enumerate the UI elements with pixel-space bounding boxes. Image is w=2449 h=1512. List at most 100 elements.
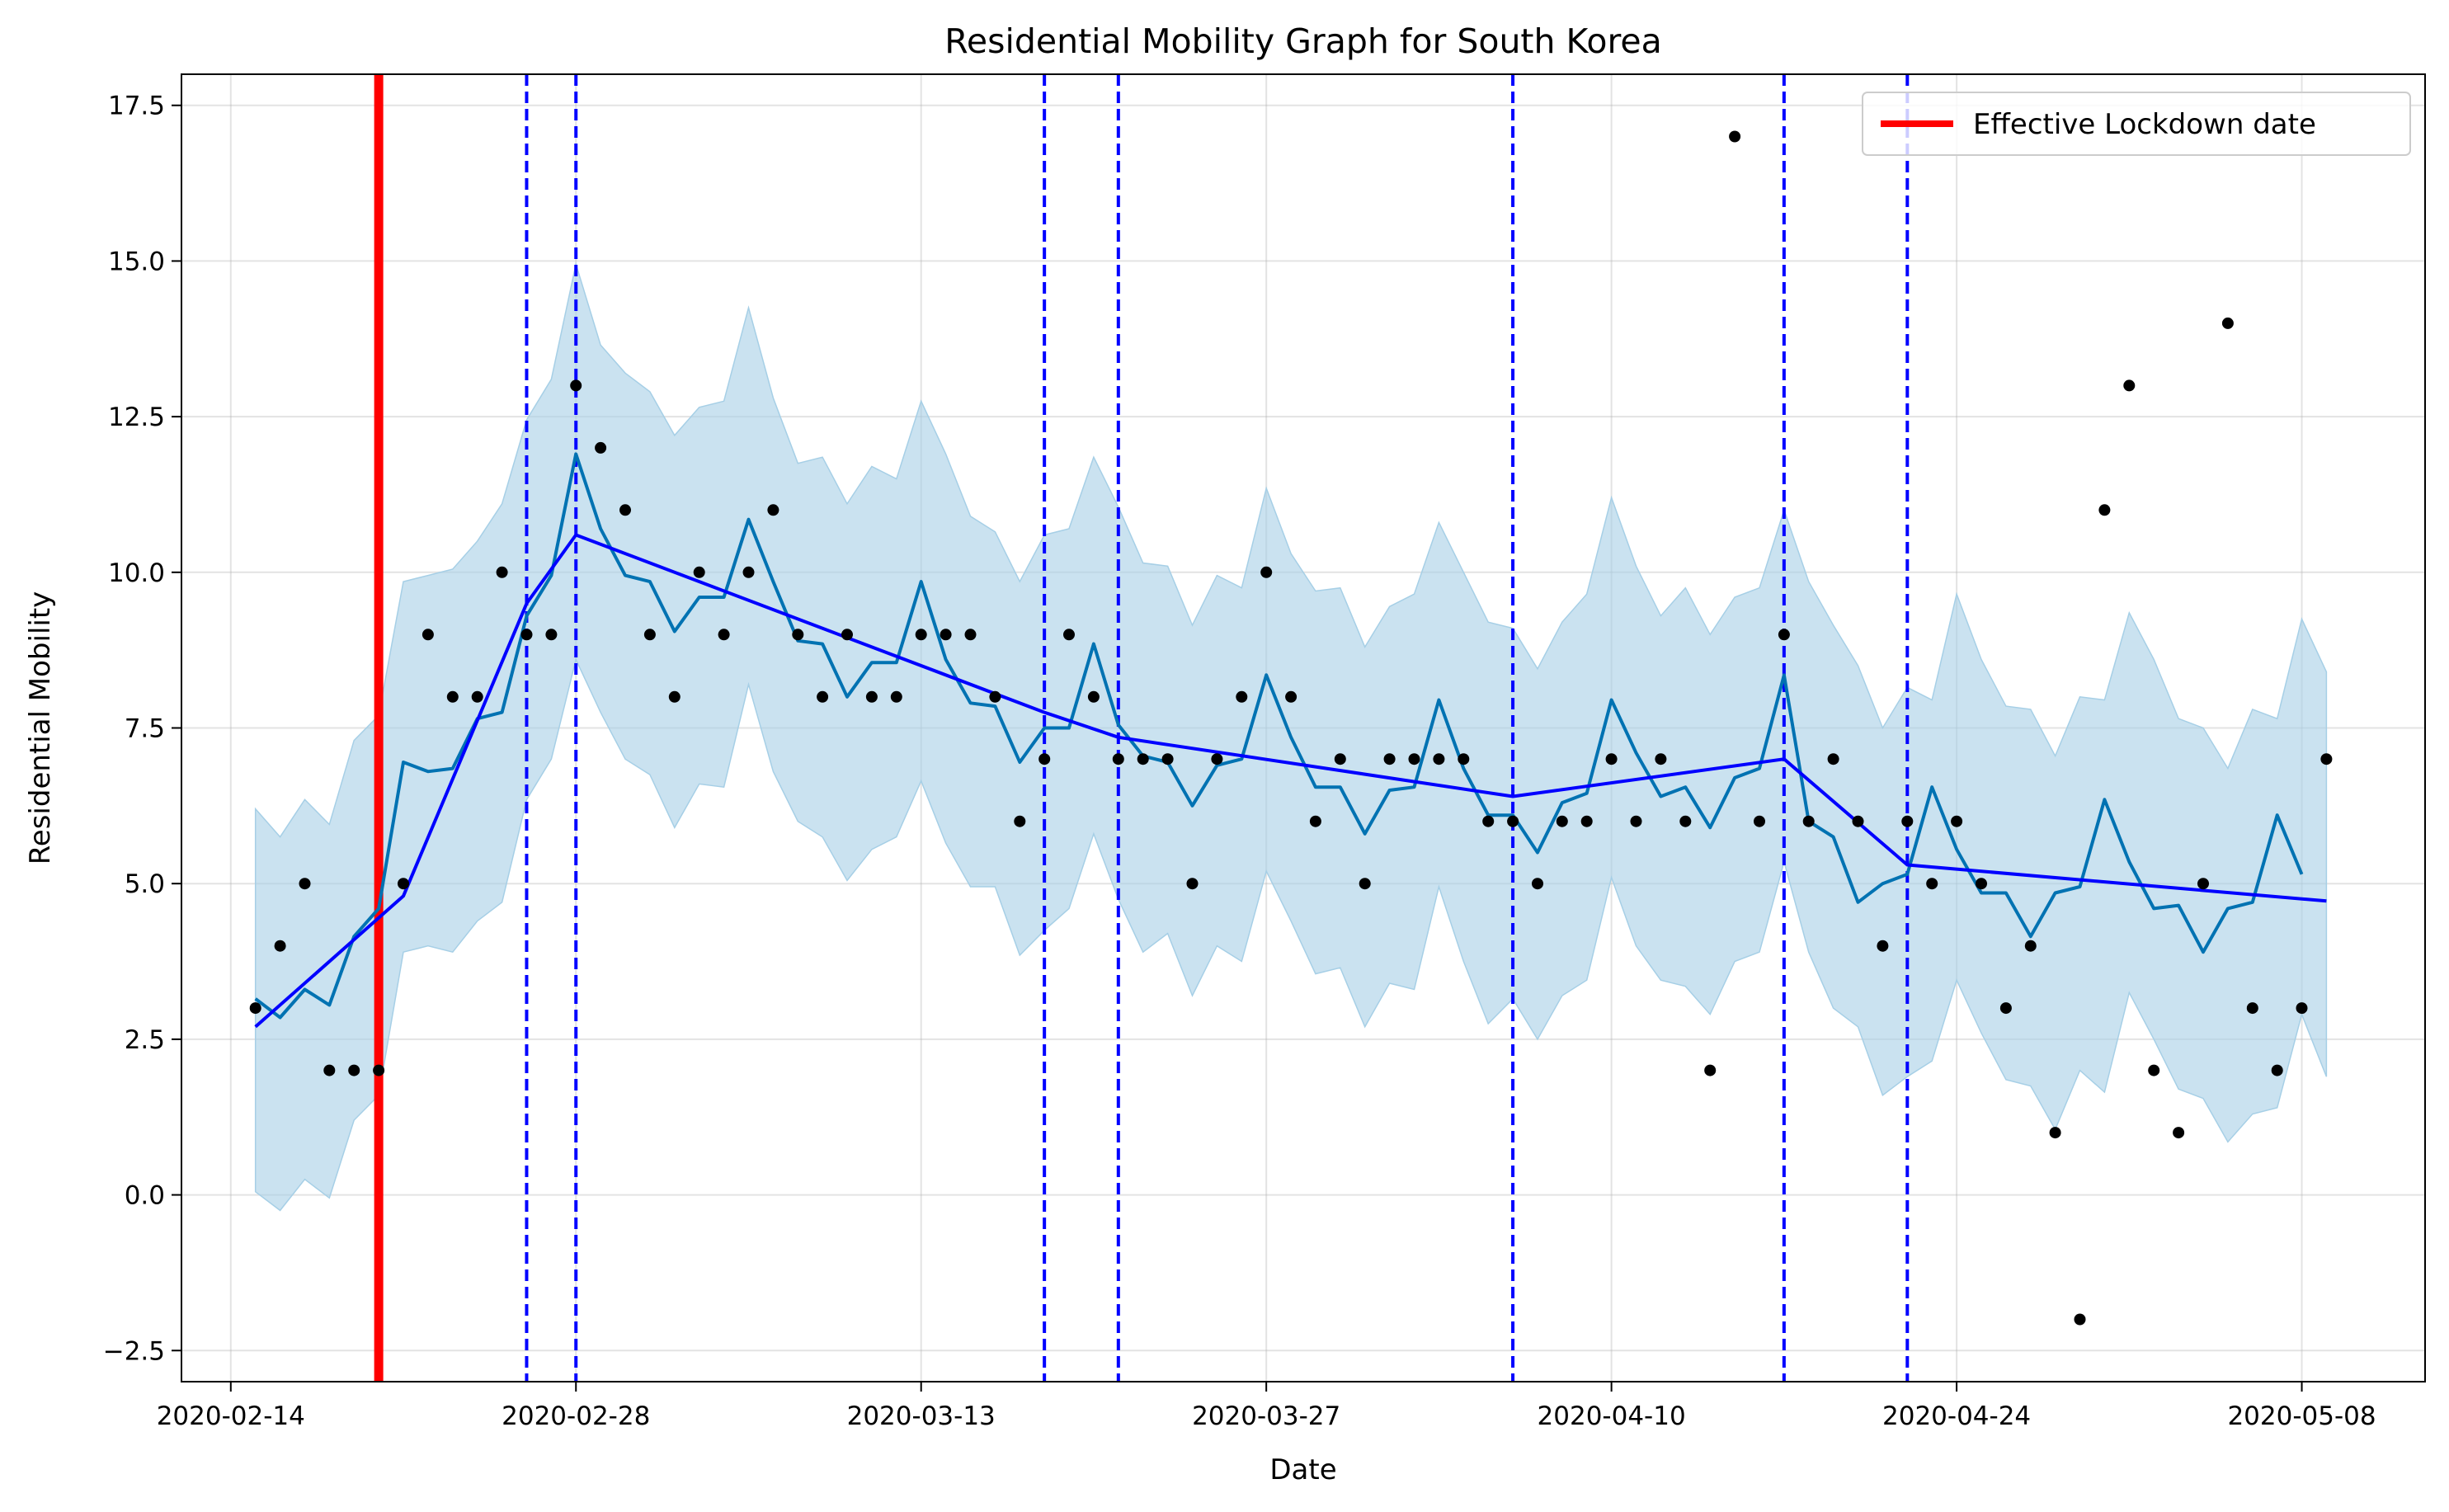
- observed-point: [1211, 753, 1223, 765]
- trend-line: [254, 533, 2327, 1029]
- observed-point: [471, 690, 483, 703]
- observed-point: [1087, 690, 1100, 703]
- observed-point: [570, 379, 582, 392]
- y-tick-label: 10.0: [108, 558, 165, 588]
- observed-point: [1877, 940, 1889, 952]
- legend-box: [1862, 92, 2411, 156]
- observed-point: [1580, 815, 1593, 827]
- chart-title: Residential Mobility Graph for South Kor…: [944, 21, 1662, 61]
- observed-point: [2024, 940, 2037, 952]
- observed-point: [545, 629, 558, 641]
- observed-point: [1433, 753, 1445, 765]
- observed-point: [1309, 815, 1321, 827]
- observed-point: [1186, 878, 1199, 890]
- y-tick-label: 5.0: [125, 869, 165, 899]
- observed-point: [249, 1002, 261, 1015]
- x-tick-label: 2020-05-08: [2227, 1401, 2376, 1431]
- series-lines: [254, 452, 2327, 1029]
- observed-point: [2123, 379, 2136, 392]
- observed-point: [1285, 690, 1297, 703]
- y-axis-ticks: −2.5 0.0 2.5 5.0 7.5 10.0 12.5 15.0 17.5: [103, 92, 181, 1366]
- observed-points: [249, 130, 2333, 1326]
- x-tick-label: 2020-03-13: [847, 1401, 996, 1431]
- observed-point: [1112, 753, 1124, 765]
- y-tick-label: 17.5: [108, 92, 165, 121]
- observed-point: [643, 629, 656, 641]
- observed-point: [520, 629, 533, 641]
- observed-point: [2197, 878, 2209, 890]
- observed-point: [2049, 1127, 2061, 1139]
- observed-point: [841, 629, 853, 641]
- observed-point: [1458, 753, 1470, 765]
- y-tick-label: 12.5: [108, 403, 165, 432]
- y-tick-label: 7.5: [125, 714, 165, 744]
- y-tick-label: −2.5: [103, 1336, 165, 1366]
- observed-point: [964, 629, 977, 641]
- observed-point: [693, 566, 705, 578]
- observed-point: [323, 1064, 336, 1076]
- observed-point: [1532, 878, 1543, 890]
- x-tick-label: 2020-04-10: [1538, 1401, 1686, 1431]
- x-tick-label: 2020-03-27: [1192, 1401, 1340, 1431]
- observed-point: [865, 690, 878, 703]
- observed-point: [940, 629, 952, 641]
- observed-point: [2173, 1127, 2185, 1139]
- observed-point: [1951, 815, 1963, 827]
- y-tick-label: 2.5: [125, 1025, 165, 1055]
- observed-point: [2074, 1313, 2086, 1326]
- observed-point: [2271, 1064, 2283, 1076]
- observed-point: [1901, 815, 1914, 827]
- observed-point: [742, 566, 755, 578]
- observed-point: [348, 1064, 360, 1076]
- observed-point: [668, 690, 681, 703]
- observed-point: [1802, 815, 1815, 827]
- observed-point: [1161, 753, 1174, 765]
- legend-label-lockdown: Effective Lockdown date: [1973, 108, 2316, 141]
- observed-point: [1630, 815, 1642, 827]
- observed-point: [1063, 629, 1075, 641]
- forecast-line: [254, 452, 2304, 1020]
- y-tick-label: 0.0: [125, 1181, 165, 1211]
- observed-point: [2098, 504, 2111, 516]
- observed-point: [299, 878, 311, 890]
- observed-point: [1754, 815, 1765, 827]
- observed-point: [915, 629, 927, 641]
- legend: Effective Lockdown date: [1862, 92, 2411, 156]
- observed-point: [1038, 753, 1051, 765]
- observed-point: [767, 504, 779, 516]
- observed-point: [1976, 878, 1987, 890]
- x-tick-label: 2020-04-24: [1882, 1401, 2031, 1431]
- observed-point: [2296, 1002, 2308, 1015]
- x-axis-label: Date: [1269, 1453, 1336, 1486]
- observed-point: [1408, 753, 1420, 765]
- observed-point: [1137, 753, 1149, 765]
- observed-point: [398, 878, 409, 890]
- observed-point: [2148, 1064, 2160, 1076]
- observed-point: [2221, 317, 2234, 329]
- observed-point: [1704, 1064, 1717, 1076]
- observed-point: [1655, 753, 1667, 765]
- observed-point: [274, 940, 286, 952]
- x-tick-label: 2020-02-14: [157, 1401, 305, 1431]
- observed-point: [1334, 753, 1346, 765]
- observed-point: [1260, 566, 1273, 578]
- observed-point: [792, 629, 804, 641]
- observed-point: [595, 441, 607, 454]
- observed-point: [989, 690, 1001, 703]
- observed-point: [1827, 753, 1839, 765]
- observed-point: [718, 629, 730, 641]
- x-axis-ticks: 2020-02-14 2020-02-28 2020-03-13 2020-03-27…: [157, 1382, 2376, 1431]
- observed-point: [1359, 878, 1371, 890]
- observed-point: [1556, 815, 1568, 827]
- observed-point: [2246, 1002, 2258, 1015]
- observed-point: [1482, 815, 1495, 827]
- x-tick-label: 2020-02-28: [502, 1401, 650, 1431]
- observed-point: [1852, 815, 1864, 827]
- observed-point: [890, 690, 902, 703]
- observed-point: [2320, 753, 2333, 765]
- observed-point: [1014, 815, 1026, 827]
- observed-point: [496, 566, 508, 578]
- observed-point: [1507, 815, 1519, 827]
- observed-point: [1236, 690, 1248, 703]
